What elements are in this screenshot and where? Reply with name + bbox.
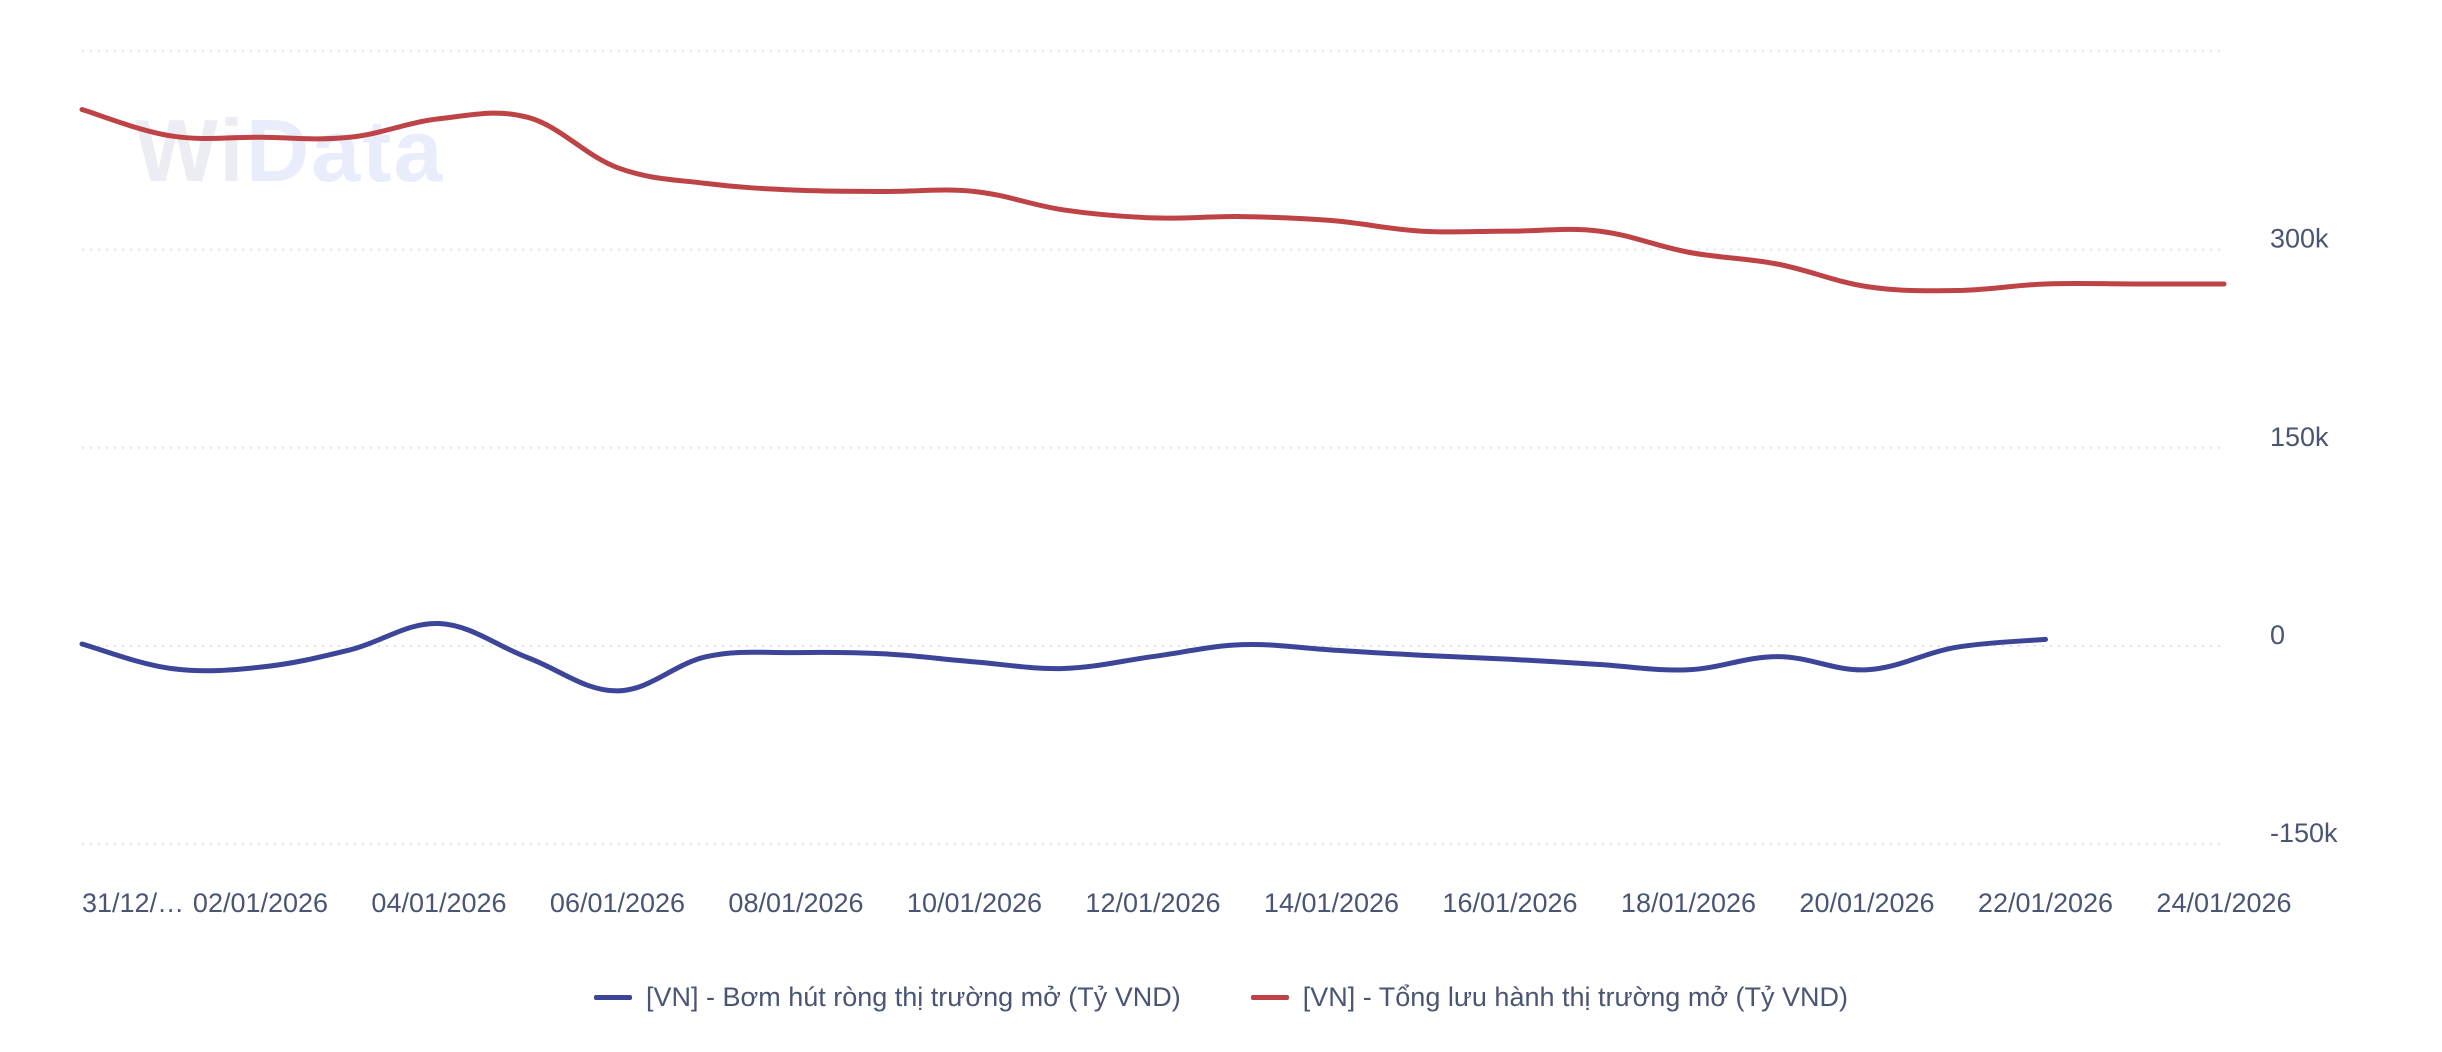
x-tick-label: 16/01/2026 <box>1442 888 1577 918</box>
x-tick-label: 20/01/2026 <box>1799 888 1934 918</box>
series-lines <box>79 107 2227 694</box>
x-tick-label: 31/12/… <box>82 888 184 918</box>
x-tick-label: 02/01/2026 <box>193 888 328 918</box>
y-tick-label: 150k <box>2270 422 2329 452</box>
x-tick-label: 22/01/2026 <box>1978 888 2113 918</box>
y-tick-label: 0 <box>2270 620 2285 650</box>
legend-label: [VN] - Bơm hút ròng thị trường mở (Tỷ VN… <box>645 982 1181 1012</box>
legend-label: [VN] - Tổng lưu hành thị trường mở (Tỷ V… <box>1302 982 1849 1012</box>
series-line-1 <box>79 107 2227 294</box>
x-tick-label: 06/01/2026 <box>550 888 685 918</box>
x-tick-label: 10/01/2026 <box>907 888 1042 918</box>
y-tick-label: 300k <box>2270 224 2329 254</box>
line-chart: -150k 0 150k 300k 31/12/… 02/01/2026 04/01/20… <box>79 50 2338 918</box>
legend-line-marker-icon <box>593 995 632 1000</box>
x-tick-label: 14/01/2026 <box>1264 888 1399 918</box>
x-tick-label: 04/01/2026 <box>371 888 506 918</box>
x-axis-ticks: 31/12/… 02/01/2026 04/01/2026 06/01/2026 08/… <box>82 888 2292 918</box>
legend-item-1[interactable]: [VN] - Tổng lưu hành thị trường mở (Tỷ V… <box>1250 982 1849 1013</box>
legend-line-marker-icon <box>1250 995 1289 1000</box>
x-tick-label: 12/01/2026 <box>1085 888 1220 918</box>
y-axis-ticks: -150k 0 150k 300k <box>2270 224 2338 849</box>
grid <box>82 50 2224 846</box>
y-tick-label: -150k <box>2270 818 2338 848</box>
x-tick-label: 24/01/2026 <box>2156 888 2291 918</box>
widata-watermark-logo: WiData <box>135 101 445 200</box>
legend-item-0[interactable]: [VN] - Bơm hút ròng thị trường mở (Tỷ VN… <box>593 982 1181 1013</box>
legend: [VN] - Bơm hút ròng thị trường mở (Tỷ VN… <box>0 982 2442 1013</box>
x-tick-label: 08/01/2026 <box>728 888 863 918</box>
series-line-0 <box>79 621 2048 694</box>
x-tick-label: 18/01/2026 <box>1621 888 1756 918</box>
